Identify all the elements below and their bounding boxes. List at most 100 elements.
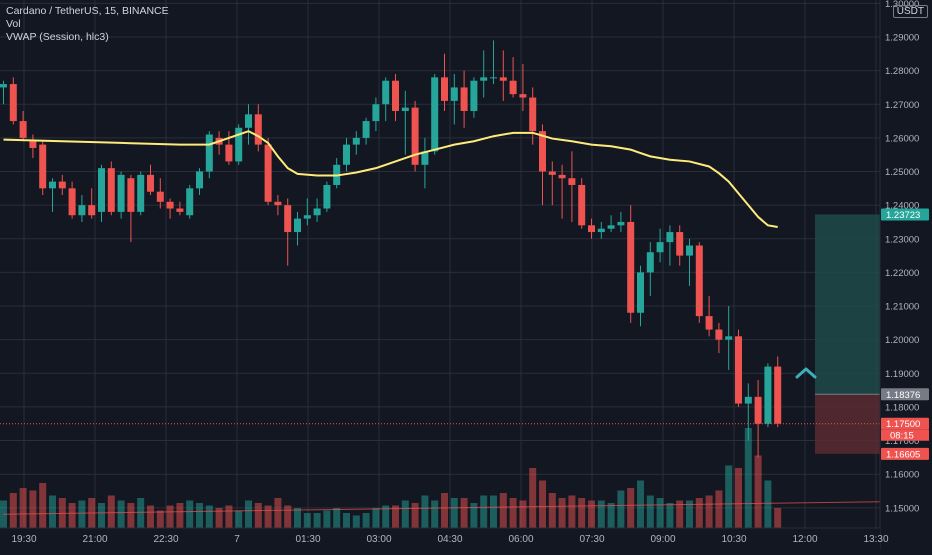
candle-body — [637, 272, 644, 313]
volume-bar — [539, 480, 546, 528]
price-tick-label: 1.20000 — [885, 335, 919, 346]
volume-bar — [264, 505, 272, 528]
candle-body — [509, 80, 517, 95]
volume-bar — [744, 428, 752, 528]
volume-bar — [313, 513, 321, 528]
candle — [568, 151, 576, 222]
candle-body — [29, 141, 37, 148]
vwap-indicator-label[interactable]: VWAP (Session, hlc3) — [6, 31, 109, 43]
candle-body — [470, 80, 478, 111]
price-tick-label: 1.21000 — [885, 302, 919, 313]
candle-body — [264, 144, 272, 202]
volume-bar — [656, 498, 664, 528]
volume-bar — [205, 505, 213, 528]
volume-bar — [362, 513, 370, 528]
up-arrow-drawing[interactable] — [795, 367, 817, 379]
price-tick-label: 1.19000 — [885, 369, 919, 380]
candle-body — [568, 178, 576, 185]
volume-bar — [39, 483, 47, 528]
volume-bar — [588, 500, 595, 528]
time-tick-label: 06:00 — [508, 534, 533, 545]
candle-body — [343, 144, 350, 165]
volume-bar — [303, 513, 311, 528]
volume-indicator-label[interactable]: Vol — [6, 18, 21, 30]
volume-bar — [215, 508, 223, 528]
candle-body — [254, 114, 262, 145]
candle-body — [98, 168, 105, 212]
candle-body — [137, 174, 145, 212]
candle-countdown: 08:15 — [890, 431, 914, 442]
candle — [68, 181, 76, 219]
volume-bar — [509, 498, 517, 528]
candle-body — [578, 184, 586, 226]
candle-body — [9, 84, 17, 122]
candle — [411, 100, 419, 172]
candle-body — [372, 104, 380, 122]
volume-bar — [352, 515, 360, 528]
candle — [58, 174, 66, 196]
candle — [313, 198, 321, 222]
candle-body — [431, 77, 439, 152]
volume-bar — [764, 480, 772, 528]
time-tick-label: 10:30 — [721, 534, 746, 545]
candle-body — [539, 131, 546, 172]
candle-body — [284, 205, 292, 233]
candle-body — [127, 178, 135, 212]
candle-body — [117, 174, 125, 212]
candle-body — [313, 208, 321, 216]
candle-body — [147, 174, 154, 192]
candle — [372, 97, 380, 132]
candle-body — [744, 396, 752, 404]
volume-ma-line — [3, 501, 881, 515]
volume-bar — [78, 500, 86, 528]
volume-bar — [107, 495, 115, 528]
price-tick-label: 1.18000 — [885, 402, 919, 413]
volume-bar — [450, 498, 458, 528]
volume-bar — [49, 495, 56, 528]
volume-bar — [196, 503, 203, 528]
time-tick-label: 13:30 — [863, 534, 888, 545]
candle — [245, 104, 252, 145]
volume-bar — [499, 493, 507, 528]
candle-body — [764, 366, 772, 424]
candle — [49, 178, 56, 212]
candle-body — [754, 396, 762, 424]
price-tick-label: 1.22000 — [885, 268, 919, 279]
candle-body — [49, 181, 56, 189]
candle — [88, 188, 96, 219]
candle — [29, 134, 37, 159]
price-tick-label: 1.17000 — [885, 436, 919, 447]
volume-bar — [548, 493, 556, 528]
candle-body — [196, 171, 203, 189]
volume-bar — [490, 495, 497, 528]
volume-bar — [284, 505, 292, 528]
volume-bar — [137, 498, 145, 528]
volume-bar — [98, 503, 105, 528]
volume-bar — [411, 503, 419, 528]
candle — [588, 218, 595, 239]
volume-bar — [695, 498, 703, 528]
candle-body — [646, 252, 654, 273]
candle — [499, 50, 507, 101]
volume-bar — [166, 505, 174, 528]
candle-body — [352, 137, 360, 145]
candle — [382, 77, 390, 122]
price-tick-label: 1.29000 — [885, 32, 919, 43]
candle-body — [715, 329, 723, 340]
profit-zone[interactable] — [815, 214, 880, 395]
volume-bar — [294, 508, 301, 528]
candle-body — [421, 151, 429, 165]
volume-bar — [460, 498, 468, 528]
symbol-title[interactable]: Cardano / TetherUS, 15, BINANCE — [6, 5, 169, 17]
candle — [666, 225, 674, 266]
time-axis[interactable] — [0, 528, 880, 550]
candle-body — [450, 87, 458, 101]
candle — [303, 198, 311, 226]
volume-bar — [333, 508, 341, 528]
currency-label[interactable]: USDT — [892, 5, 928, 18]
candle — [558, 164, 566, 219]
time-tick-label: 22:30 — [153, 534, 178, 545]
